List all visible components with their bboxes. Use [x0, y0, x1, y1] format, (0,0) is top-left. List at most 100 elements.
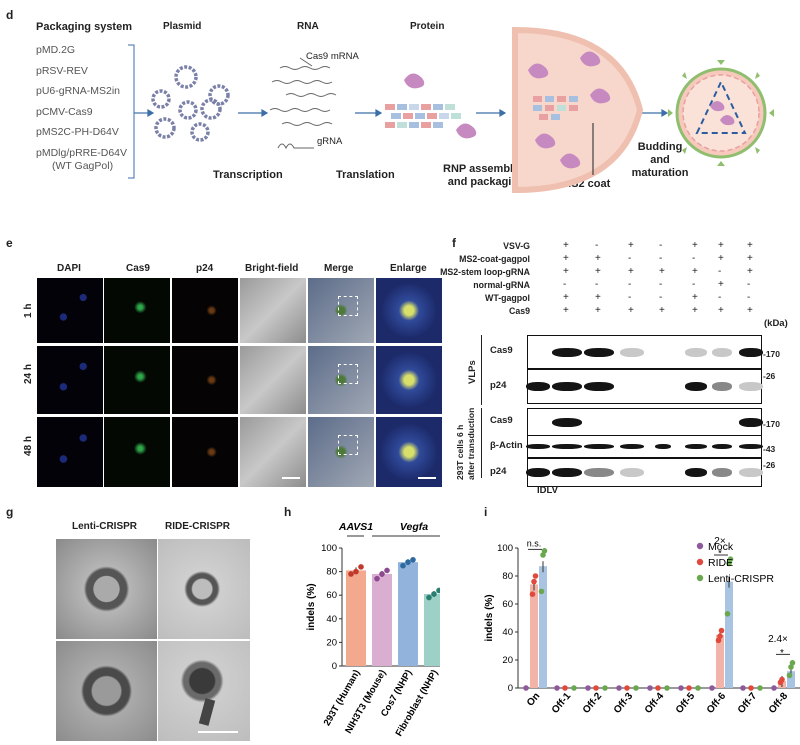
micro-cell-r2-c5 [308, 346, 374, 414]
y-tick-label: 80 [326, 567, 337, 578]
aavs1-label: AAVS1 [338, 521, 373, 533]
off8-star: * [780, 648, 784, 659]
data-point [602, 685, 608, 691]
micro-cell-r1-c4 [240, 278, 306, 343]
data-point [727, 556, 734, 562]
data-point [431, 591, 437, 597]
plasmid-rings [151, 65, 230, 142]
data-point [786, 672, 793, 679]
off6-fold: 2× [714, 536, 726, 547]
condition-sign: - [628, 253, 632, 264]
condition-sign: - [563, 279, 567, 290]
data-point [540, 552, 546, 558]
data-point [593, 685, 599, 691]
condition-sign: + [595, 305, 601, 316]
bar [424, 594, 440, 666]
data-point [374, 575, 380, 582]
x-tick-label: Off-8 [767, 691, 791, 716]
rnp-label: RNP assembling and packaging [443, 163, 530, 189]
data-point [405, 559, 411, 565]
micro-cell-r2-c4 [240, 346, 306, 414]
data-point [757, 685, 763, 691]
condition-sign: + [692, 292, 698, 303]
condition-sign: + [563, 266, 569, 277]
em-stalk [198, 698, 216, 726]
blot-band [584, 444, 614, 449]
condition-sign: + [595, 253, 601, 264]
condition-sign: + [747, 266, 753, 277]
data-point [748, 685, 754, 691]
row-1h: 1 h [23, 303, 34, 318]
bar [398, 562, 418, 666]
micro-cell-r3-c3 [172, 417, 238, 487]
protein-header: Protein [410, 21, 445, 32]
blot-band [526, 382, 550, 391]
data-point [788, 664, 794, 670]
y-tick-label: 100 [321, 543, 337, 554]
data-point [426, 594, 432, 601]
condition-sign: + [747, 240, 753, 251]
bar [716, 634, 724, 688]
condition-sign: + [563, 253, 569, 264]
condition-sign: + [628, 305, 634, 316]
condition-sign: - [659, 253, 663, 264]
condition-sign: + [718, 240, 724, 251]
panel-d-label: d [6, 8, 14, 22]
budding-line2: and [650, 154, 670, 166]
packaging-item: pMDlg/pRRE-D64V [36, 146, 128, 159]
scale-bar [198, 731, 238, 733]
data-point [709, 685, 715, 691]
bar [539, 566, 547, 688]
condition-label: Cas9 [508, 306, 530, 316]
condition-sign: - [747, 292, 751, 303]
ns-annotation: n.s. [527, 539, 542, 549]
x-tick-label: On [525, 691, 542, 709]
col-dapi: DAPI [57, 263, 81, 274]
enlarge-box [338, 364, 358, 384]
legend-label: Mock [708, 541, 734, 553]
micro-cell-r3-c2 [104, 417, 170, 487]
blot-band [552, 468, 582, 477]
condition-sign: + [718, 305, 724, 316]
legend-marker [696, 574, 704, 582]
cell-contents [528, 51, 611, 175]
data-point [554, 685, 560, 691]
condition-sign: - [628, 292, 632, 303]
data-point [379, 571, 385, 577]
data-point [532, 573, 539, 579]
blot-band [712, 382, 732, 391]
condition-sign: + [628, 240, 634, 251]
y-tick-label: 20 [502, 655, 513, 666]
blot-band [739, 444, 763, 449]
blot-name: β-Actin [490, 439, 523, 451]
rnp-line2: and packaging [447, 176, 525, 188]
em-lenti-bottom [56, 641, 157, 741]
micro-cell-r1-c1 [37, 278, 103, 343]
data-point [633, 685, 639, 691]
blot-band [584, 347, 614, 357]
condition-sign: + [747, 305, 753, 316]
plasmid-header: Plasmid [163, 21, 202, 32]
data-point [529, 591, 536, 597]
data-point [647, 685, 653, 691]
blot-band [712, 468, 732, 477]
data-point [771, 685, 777, 691]
condition-sign: - [659, 279, 663, 290]
y-axis-label: indels (%) [484, 594, 495, 641]
condition-sign: + [692, 240, 698, 251]
blot-band [620, 347, 644, 357]
blot-band [739, 468, 763, 477]
panel-h-label: h [284, 505, 292, 519]
packaging-title: Packaging system [36, 21, 132, 33]
micro-cell-r3-c6 [376, 417, 442, 487]
condition-label: normal-gRNA [473, 280, 530, 290]
x-tick-label: Off-7 [736, 691, 760, 716]
data-point [686, 685, 692, 691]
condition-sign: - [692, 279, 696, 290]
y-tick-label: 100 [497, 543, 513, 554]
x-tick-label: Off-1 [550, 691, 574, 716]
condition-sign: + [718, 253, 724, 264]
condition-sign: - [659, 240, 663, 251]
blot-marker: -26 [763, 460, 776, 470]
panel-e-label: e [6, 236, 13, 250]
